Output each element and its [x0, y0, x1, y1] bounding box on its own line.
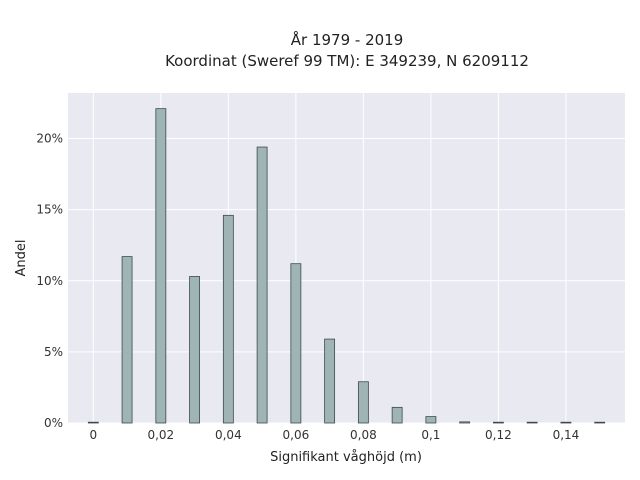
- histogram-bar: [87, 421, 99, 424]
- tick-labels: 0 0,02 0,04 0,06 0,08 0,1 0,12 0,14 0% 5% 10% 15% 20…: [36, 132, 579, 442]
- plot-area: [68, 93, 625, 423]
- histogram-bar: [459, 421, 471, 424]
- y-tick-label: 15%: [36, 203, 63, 217]
- chart-title-line2: Koordinat (Sweref 99 TM): E 349239, N 62…: [165, 52, 529, 70]
- histogram-bar: [155, 108, 167, 424]
- histogram-bar: [425, 416, 437, 424]
- x-tick-label: 0,12: [485, 428, 512, 442]
- histogram-bar: [594, 421, 606, 424]
- x-tick-label: 0,04: [215, 428, 242, 442]
- histogram-bar: [391, 406, 403, 424]
- histogram-bar: [324, 338, 336, 424]
- y-tick-label: 10%: [36, 274, 63, 288]
- x-tick-label: 0,08: [350, 428, 377, 442]
- histogram-bar: [222, 214, 234, 424]
- histogram-bar: [493, 421, 504, 424]
- y-tick-label: 5%: [44, 345, 63, 359]
- histogram-bar: [121, 256, 133, 424]
- histogram-bar: [526, 421, 538, 424]
- y-tick-label: 20%: [36, 132, 63, 146]
- y-axis-title: Andel: [14, 240, 29, 277]
- histogram-bar: [256, 146, 268, 424]
- x-tick-label: 0,02: [147, 428, 174, 442]
- histogram-bar: [560, 421, 572, 424]
- histogram-bar: [357, 381, 369, 424]
- x-tick-label: 0,14: [553, 428, 580, 442]
- y-tick-label: 0%: [44, 416, 63, 430]
- x-tick-label: 0,06: [283, 428, 310, 442]
- x-axis-title: Signifikant våghöjd (m): [270, 450, 422, 465]
- x-tick-label: 0: [89, 428, 97, 442]
- histogram-bar: [189, 276, 200, 424]
- chart-title-line1: År 1979 - 2019: [291, 30, 404, 49]
- bars: [87, 108, 606, 424]
- histogram-bar: [290, 263, 302, 424]
- x-tick-label: 0,1: [421, 428, 440, 442]
